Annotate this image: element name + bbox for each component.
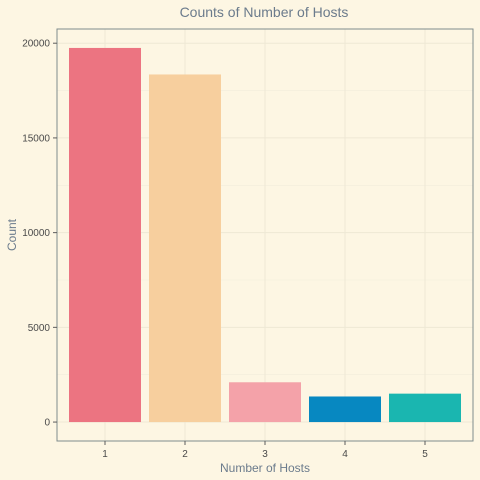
x-tick-label: 1 [102, 449, 108, 460]
x-tick-label: 3 [262, 449, 268, 460]
x-axis-label: Number of Hosts [220, 461, 310, 475]
chart-title: Counts of Number of Hosts [180, 4, 349, 20]
y-tick-label: 15000 [22, 133, 50, 144]
bars [69, 47, 461, 423]
bar-3 [229, 382, 301, 423]
bar-4 [309, 396, 381, 423]
y-tick-label: 0 [44, 418, 50, 429]
y-tick-label: 20000 [22, 39, 50, 50]
x-tick-label: 4 [342, 449, 348, 460]
y-tick-label: 5000 [28, 323, 51, 334]
x-tick-label: 2 [182, 449, 188, 460]
x-axis: 1 2 3 4 5 [102, 441, 428, 460]
bar-1 [69, 47, 141, 423]
x-tick-label: 5 [422, 449, 428, 460]
y-axis-label: Count [5, 218, 19, 251]
bar-2 [149, 74, 221, 423]
y-tick-label: 10000 [22, 228, 50, 239]
y-axis: 0 5000 10000 15000 20000 [22, 39, 57, 429]
bar-5 [389, 393, 461, 423]
